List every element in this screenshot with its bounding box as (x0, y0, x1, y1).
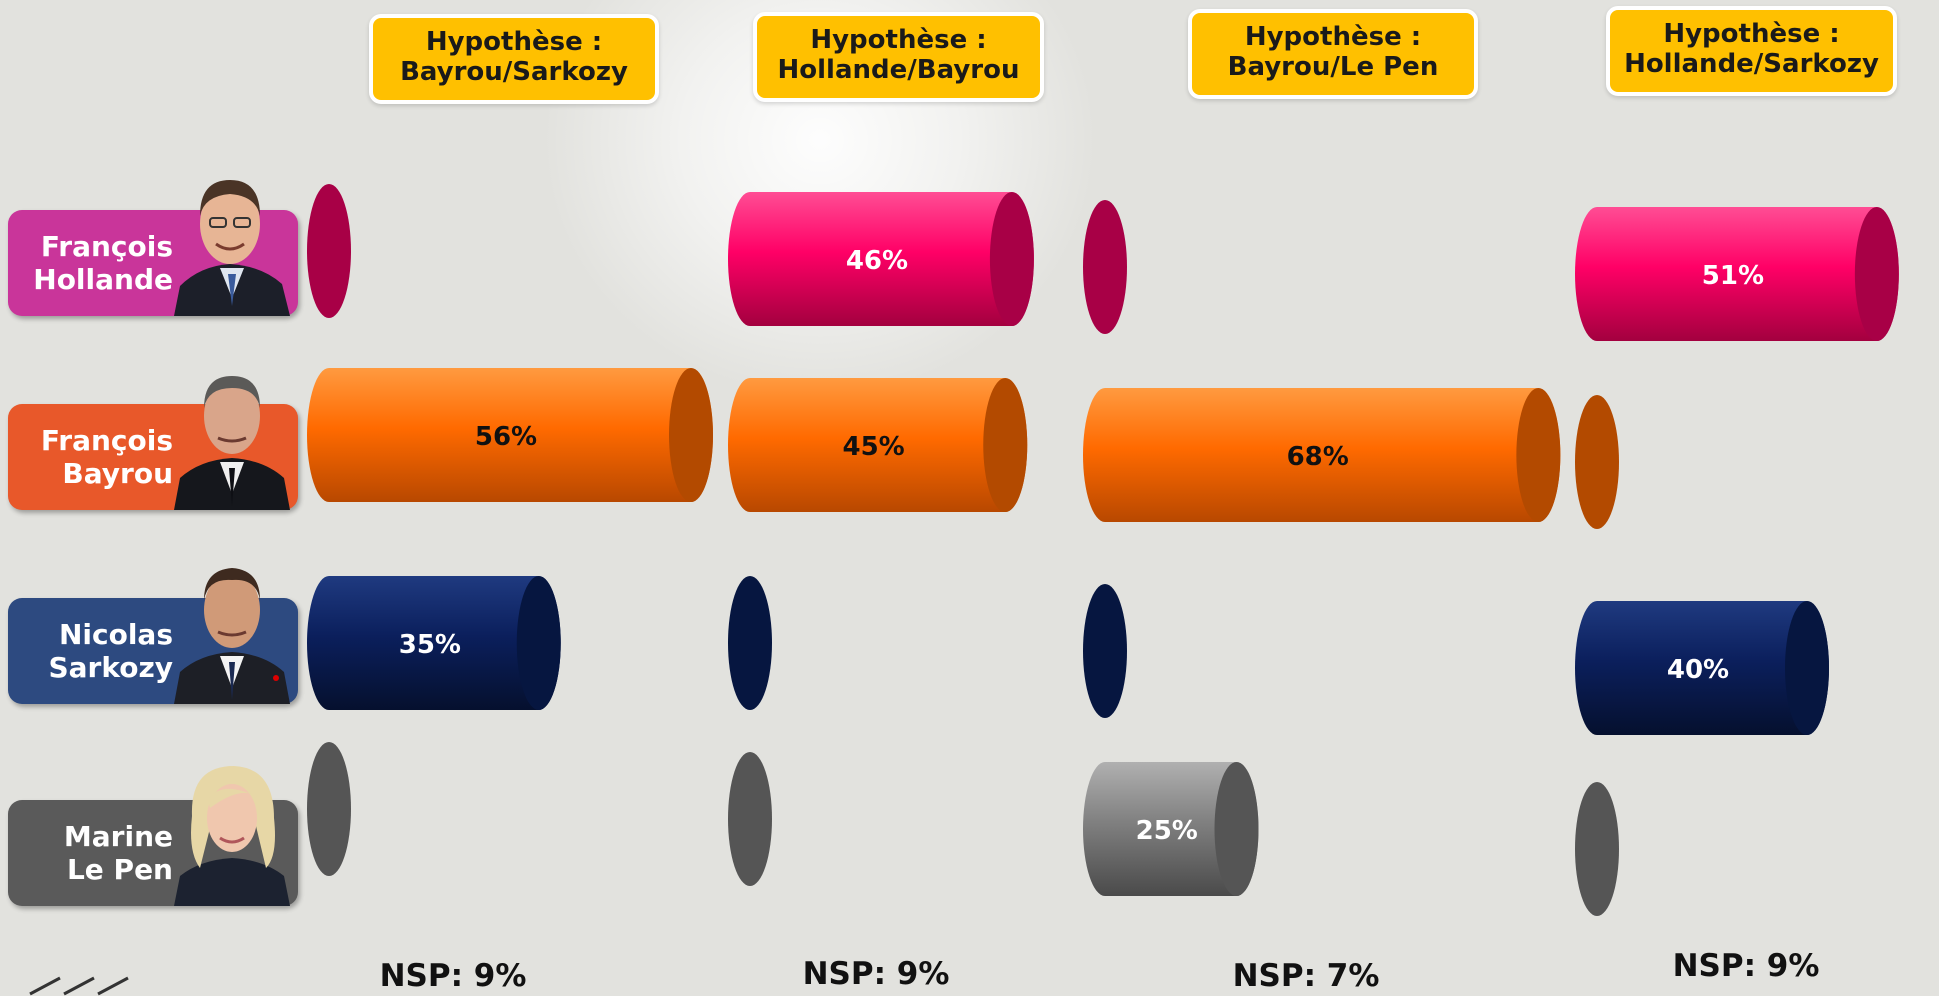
nsp-label-2: NSP: 9% (802, 956, 950, 992)
bar-body (1083, 388, 1561, 522)
candidate-label-sarkozy: Nicolas Sarkozy (8, 568, 298, 704)
nsp-label-1: NSP: 9% (379, 958, 527, 994)
candidate-first-name: Marine (63, 820, 173, 853)
bar-body (1575, 601, 1829, 735)
bar-value-label: 51% (1702, 261, 1764, 291)
bar-end-cap (989, 192, 1034, 326)
bar-body (1575, 207, 1899, 341)
bar-value-label: 56% (475, 422, 537, 452)
bar-sarkozy-hyp2 (728, 576, 772, 710)
candidate-name: François Bayrou (16, 404, 181, 510)
candidate-last-name: Le Pen (66, 853, 173, 886)
bar-end-cap (669, 368, 713, 502)
bar-end-cap (1214, 762, 1259, 896)
candidate-label-bayrou: François Bayrou (8, 376, 298, 510)
candidate-last-name: Hollande (33, 263, 173, 296)
bar-sarkozy-hyp4: 40% (1575, 601, 1829, 735)
photo-hollande (174, 180, 290, 316)
nsp-label-4: NSP: 9% (1672, 948, 1820, 984)
hypothesis-1-matchup: Bayrou/Sarkozy (400, 57, 628, 87)
hypothesis-2-matchup: Hollande/Bayrou (777, 55, 1020, 85)
decorative-mark (29, 976, 129, 996)
bars-layer: 56% 35% 46% 45% 68% 25% 51% 40% (307, 184, 1899, 916)
nsp-label-3: NSP: 7% (1232, 958, 1380, 994)
bar-lepen-hyp1 (307, 742, 351, 876)
candidate-last-name: Bayrou (62, 457, 173, 490)
bar-value-label: 25% (1136, 816, 1198, 846)
candidate-first-name: François (40, 230, 173, 263)
photo-bayrou (174, 376, 290, 510)
candidate-label-lepen: Marine Le Pen (8, 766, 298, 906)
photo-lepen (174, 766, 290, 906)
bar-lepen-hyp3: 25% (1083, 761, 1259, 896)
candidate-name: Marine Le Pen (16, 800, 181, 906)
hypothesis-3-matchup: Bayrou/Le Pen (1227, 52, 1439, 82)
bar-value-label: 35% (399, 630, 461, 660)
hypothesis-4-title: Hypothèse : (1663, 19, 1840, 49)
candidate-last-name: Sarkozy (48, 651, 173, 684)
bar-body (307, 368, 713, 502)
bar-empty-base (728, 752, 772, 886)
bar-hollande-hyp2: 46% (728, 192, 1034, 326)
hypothesis-header-2: Hypothèse : Hollande/Bayrou (753, 12, 1044, 102)
candidate-name: François Hollande (16, 210, 181, 316)
bar-end-cap (983, 378, 1028, 512)
hypothesis-header-4: Hypothèse : Hollande/Sarkozy (1606, 6, 1897, 96)
bar-empty-base (307, 184, 351, 318)
bar-end-cap (1516, 388, 1561, 522)
hypothesis-3-title: Hypothèse : (1244, 22, 1422, 52)
bar-empty-base (307, 742, 351, 876)
candidate-first-name: François (40, 424, 173, 457)
bar-bayrou-hyp3: 68% (1083, 388, 1561, 522)
candidate-label-hollande: François Hollande (8, 180, 298, 316)
bar-lepen-hyp2 (728, 752, 772, 886)
bar-end-cap (1854, 207, 1899, 341)
bar-hollande-hyp1 (307, 184, 351, 318)
bar-empty-base (728, 576, 772, 710)
hypothesis-4-matchup: Hollande/Sarkozy (1624, 49, 1879, 79)
bar-sarkozy-hyp1: 35% (307, 575, 561, 710)
bar-value-label: 46% (846, 246, 908, 276)
bar-body (728, 192, 1034, 326)
photo-sarkozy (174, 568, 290, 704)
bar-end-cap (516, 576, 561, 710)
bar-bayrou-hyp4 (1575, 395, 1619, 529)
bar-empty-base (1575, 782, 1619, 916)
bar-lepen-hyp4 (1575, 782, 1619, 916)
bar-hollande-hyp3 (1083, 200, 1127, 334)
bar-value-label: 45% (843, 432, 905, 462)
hypothesis-header-3: Hypothèse : Bayrou/Le Pen (1188, 9, 1478, 99)
bar-empty-base (1575, 395, 1619, 529)
hypothesis-2-title: Hypothèse : (810, 25, 987, 55)
bar-value-label: 40% (1667, 655, 1729, 685)
bar-bayrou-hyp2: 45% (728, 378, 1028, 512)
bar-bayrou-hyp1: 56% (307, 368, 713, 502)
bar-body (307, 575, 561, 710)
hypothesis-header-1: Hypothèse : Bayrou/Sarkozy (369, 14, 659, 104)
bar-end-cap (1785, 601, 1829, 735)
bar-body (728, 378, 1028, 512)
candidate-name: Nicolas Sarkozy (16, 598, 181, 704)
bar-empty-base (1083, 584, 1127, 718)
bar-sarkozy-hyp3 (1083, 584, 1127, 718)
candidate-first-name: Nicolas (58, 618, 173, 651)
hypothesis-1-title: Hypothèse : (425, 27, 603, 57)
bar-hollande-hyp4: 51% (1575, 207, 1899, 341)
bar-body (1083, 761, 1259, 896)
bar-value-label: 68% (1287, 442, 1349, 472)
bar-empty-base (1083, 200, 1127, 334)
